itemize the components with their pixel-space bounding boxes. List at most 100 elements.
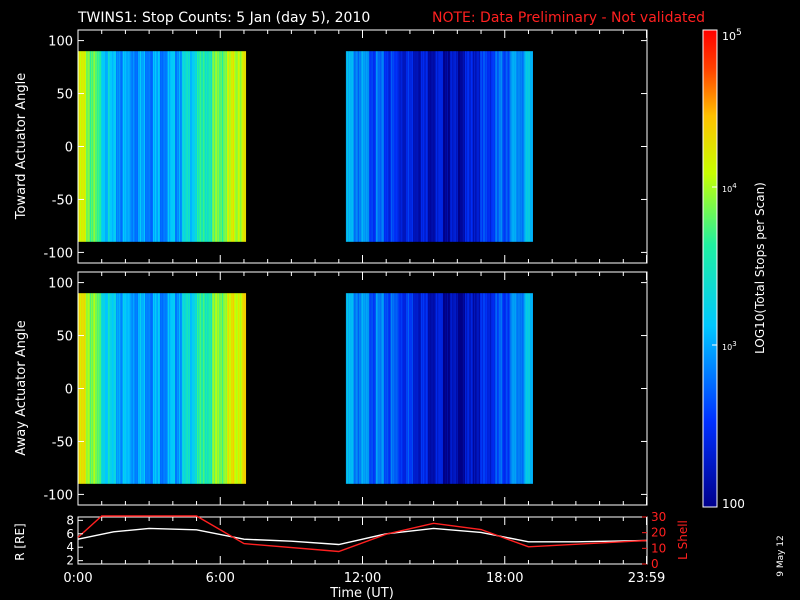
heatmap-cell bbox=[366, 51, 368, 242]
away-ylabel: Away Actuator Angle bbox=[14, 320, 29, 455]
heatmap-cell bbox=[517, 51, 519, 242]
heatmap-cell bbox=[403, 51, 405, 242]
heatmap-cell bbox=[386, 293, 388, 484]
chart-title: TWINS1: Stop Counts: 5 Jan (day 5), 2010 bbox=[77, 10, 370, 26]
heatmap-cell bbox=[219, 51, 221, 242]
heatmap-cell bbox=[480, 51, 482, 242]
heatmap-cell bbox=[103, 293, 105, 484]
heatmap-cell bbox=[133, 293, 135, 484]
heatmap-cell bbox=[465, 51, 467, 242]
heatmap-cell bbox=[501, 293, 503, 484]
heatmap-cell bbox=[473, 51, 475, 242]
heatmap-cell bbox=[496, 51, 498, 242]
heatmap-cell bbox=[119, 293, 121, 484]
heatmap-cell bbox=[183, 51, 185, 242]
heatmap-cell bbox=[491, 51, 493, 242]
heatmap-cell bbox=[156, 51, 158, 242]
heatmap-cell bbox=[215, 51, 217, 242]
heatmap-cell bbox=[360, 293, 362, 484]
xtick-label: 12:00 bbox=[344, 571, 381, 586]
heatmap-cell bbox=[213, 293, 215, 484]
heatmap-cell bbox=[217, 293, 219, 484]
heatmap-cell bbox=[131, 51, 133, 242]
heatmap-cell bbox=[160, 293, 162, 484]
heatmap-cell bbox=[135, 293, 137, 484]
heatmap-cell bbox=[85, 51, 87, 242]
heatmap-cell bbox=[182, 51, 184, 242]
heatmap-cell bbox=[482, 51, 484, 242]
heatmap-cell bbox=[363, 293, 365, 484]
heatmap-cell bbox=[428, 51, 430, 242]
heatmap-cell bbox=[227, 293, 229, 484]
heatmap-cell bbox=[485, 51, 487, 242]
heatmap-cell bbox=[167, 293, 169, 484]
heatmap-cell bbox=[431, 293, 433, 484]
heatmap-cell bbox=[230, 293, 232, 484]
heatmap-cell bbox=[149, 293, 151, 484]
heatmap-cell bbox=[124, 51, 126, 242]
heatmap-cell bbox=[521, 51, 523, 242]
heatmap-cell bbox=[350, 51, 352, 242]
heatmap-cell bbox=[346, 293, 348, 484]
heatmap-cell bbox=[204, 51, 206, 242]
toward-panel: 100 50 0 -50 -100 Toward Actuator Angle bbox=[14, 29, 648, 264]
heatmap-cell bbox=[120, 51, 122, 242]
heatmap-cell bbox=[475, 51, 477, 242]
heatmap-cell bbox=[163, 293, 165, 484]
away-heatmap bbox=[78, 293, 533, 484]
heatmap-cell bbox=[447, 51, 449, 242]
heatmap-cell bbox=[495, 51, 497, 242]
heatmap-cell bbox=[513, 293, 515, 484]
heatmap-cell bbox=[496, 293, 498, 484]
ytick-label: -100 bbox=[43, 488, 73, 503]
heatmap-cell bbox=[414, 51, 416, 242]
heatmap-cell bbox=[395, 293, 397, 484]
heatmap-cell bbox=[462, 293, 464, 484]
heatmap-cell bbox=[199, 293, 201, 484]
heatmap-cell bbox=[401, 293, 403, 484]
heatmap-cell bbox=[240, 293, 242, 484]
heatmap-cell bbox=[152, 51, 154, 242]
heatmap-cell bbox=[455, 293, 457, 484]
heatmap-cell bbox=[147, 293, 149, 484]
heatmap-cell bbox=[469, 51, 471, 242]
heatmap-cell bbox=[209, 293, 211, 484]
heatmap-cell bbox=[173, 51, 175, 242]
heatmap-cell bbox=[453, 51, 455, 242]
heatmap-cell bbox=[90, 51, 92, 242]
heatmap-cell bbox=[118, 51, 120, 242]
heatmap-cell bbox=[125, 51, 127, 242]
heatmap-cell bbox=[461, 293, 463, 484]
heatmap-cell bbox=[178, 293, 180, 484]
heatmap-cell bbox=[114, 51, 116, 242]
heatmap-cell bbox=[482, 293, 484, 484]
heatmap-cell bbox=[512, 293, 514, 484]
heatmap-cell bbox=[370, 293, 372, 484]
heatmap-cell bbox=[233, 293, 235, 484]
heatmap-cell bbox=[443, 51, 445, 242]
heatmap-cell bbox=[99, 293, 101, 484]
heatmap-cell bbox=[406, 293, 408, 484]
heatmap-cell bbox=[458, 293, 460, 484]
lshell-line bbox=[77, 515, 647, 553]
heatmap-cell bbox=[432, 51, 434, 242]
heatmap-cell bbox=[519, 293, 521, 484]
heatmap-cell bbox=[404, 293, 406, 484]
heatmap-cell bbox=[345, 293, 347, 484]
heatmap-cell bbox=[502, 51, 504, 242]
heatmap-cell bbox=[181, 293, 183, 484]
heatmap-cell bbox=[455, 51, 457, 242]
heatmap-cell bbox=[241, 293, 243, 484]
heatmap-cell bbox=[396, 293, 398, 484]
heatmap-cell bbox=[407, 293, 409, 484]
heatmap-cell bbox=[507, 51, 509, 242]
heatmap-cell bbox=[425, 293, 427, 484]
heatmap-cell bbox=[373, 293, 375, 484]
heatmap-cell bbox=[452, 293, 454, 484]
heatmap-cell bbox=[442, 293, 444, 484]
heatmap-cell bbox=[158, 293, 160, 484]
heatmap-cell bbox=[487, 51, 489, 242]
heatmap-cell bbox=[105, 51, 107, 242]
heatmap-cell bbox=[409, 293, 411, 484]
